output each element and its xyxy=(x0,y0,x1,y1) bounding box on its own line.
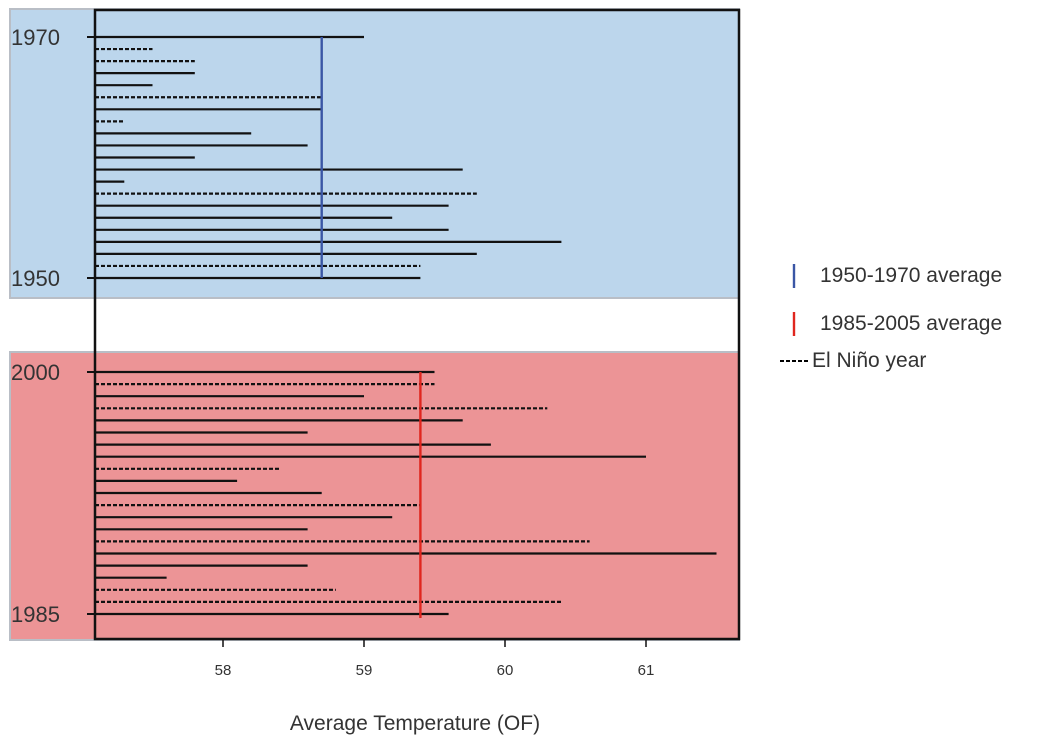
y-ticks: 1970 1950 2000 1985 xyxy=(11,25,95,627)
panel-background-1950-1970 xyxy=(9,8,740,299)
bars-layer xyxy=(95,35,717,616)
average-lines xyxy=(320,37,422,618)
y-tick-label: 1985 xyxy=(11,602,60,627)
legend-label-2: El Niño year xyxy=(812,349,926,372)
y-tick-label: 1970 xyxy=(11,25,60,50)
x-tick-label: 58 xyxy=(215,662,232,679)
legend-label-1: 1985-2005 average xyxy=(820,312,1002,335)
y-tick-label: 2000 xyxy=(11,360,60,385)
axis-frame xyxy=(93,8,741,641)
y-tick-label: 1950 xyxy=(11,266,60,291)
legend: 1950-1970 average 1985-2005 average El Niñ… xyxy=(780,264,1002,372)
legend-label-0: 1950-1970 average xyxy=(820,264,1002,287)
panel-backgrounds xyxy=(9,8,740,641)
panel-background-1985-2005 xyxy=(9,351,740,641)
x-tick-label: 61 xyxy=(638,662,655,679)
x-ticks: 58 59 60 61 xyxy=(215,639,655,679)
x-tick-label: 59 xyxy=(356,662,373,679)
plot-frame xyxy=(93,8,741,641)
x-tick-label: 60 xyxy=(497,662,514,679)
x-axis-title: Average Temperature (OF) xyxy=(290,712,540,735)
